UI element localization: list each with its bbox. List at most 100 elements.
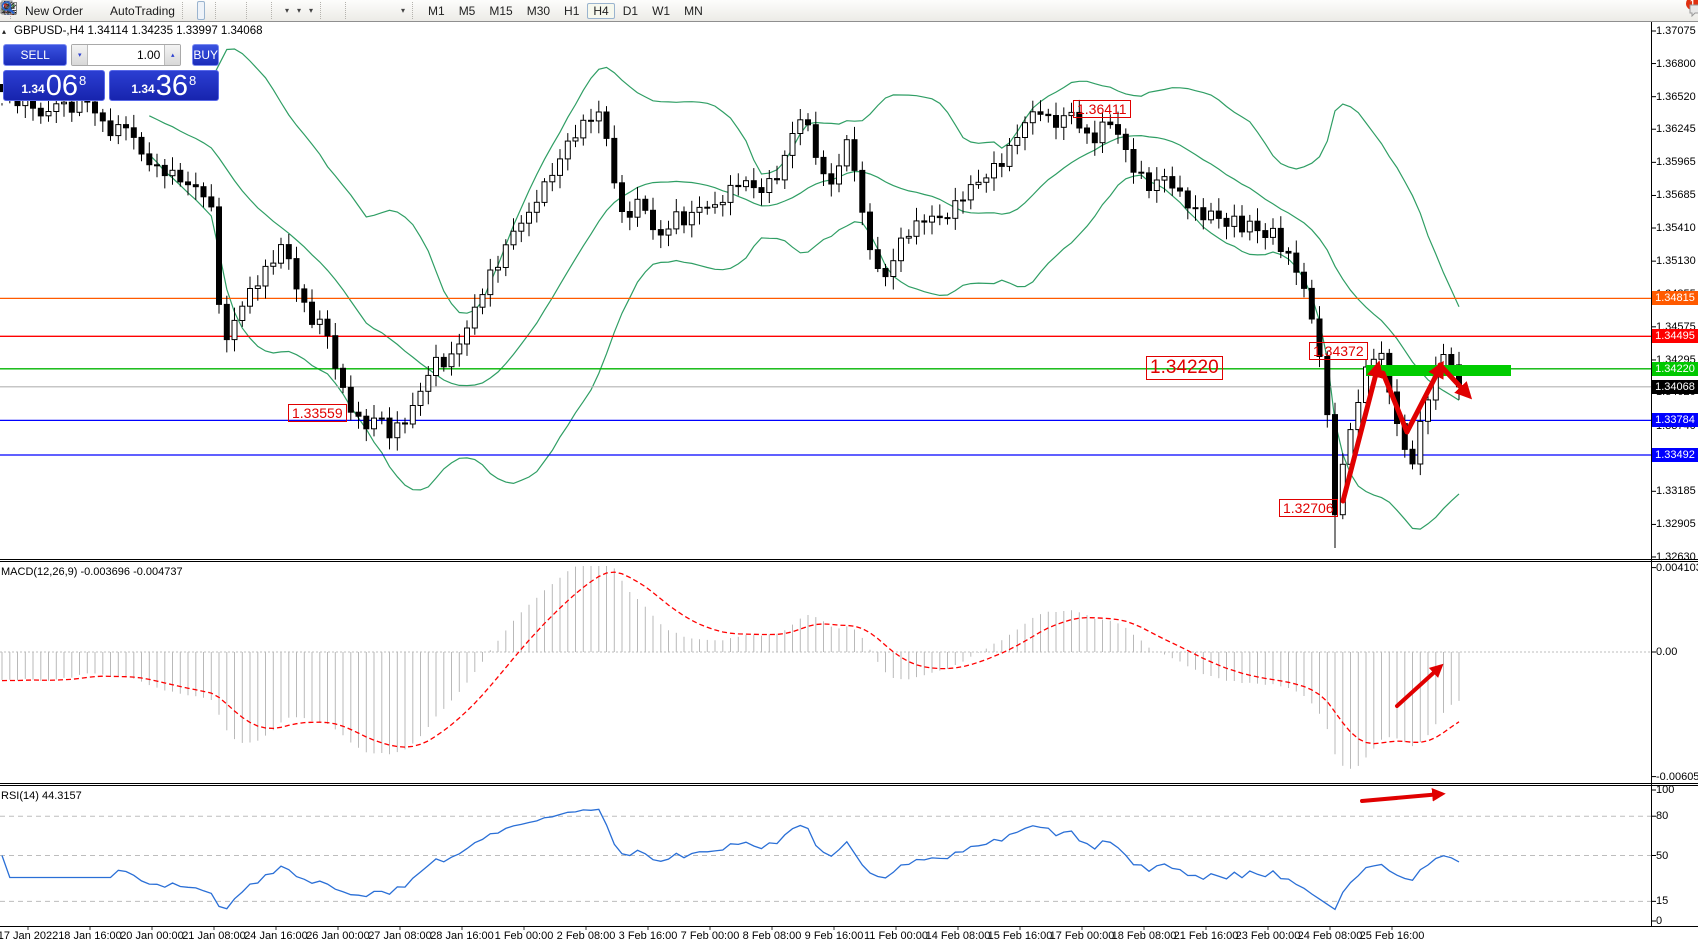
new-order-button-label: New Order [25,3,84,18]
price-axis-label: 1.37075 [1656,25,1696,37]
macd-scale-label: 0.004103 [1656,561,1698,574]
price-level-badge[interactable]: 1.34815 [1652,291,1698,306]
time-axis-label: 21 Feb 16:00 [1173,930,1239,942]
cut-icon [0,1,8,20]
line-chart-icon[interactable] [1,1,211,20]
time-axis-label: 27 Jan 08:00 [368,930,432,942]
rsi-scale-label: 0 [1656,915,1663,927]
timeframe-h4[interactable]: H4 [587,2,615,19]
dropdown-arrow-icon[interactable]: ▾ [284,6,289,15]
price-level-badge[interactable]: 1.34220 [1652,361,1698,376]
dropdown-arrow-icon[interactable]: ▾ [308,6,313,15]
time-axis-label: 14 Feb 08:00 [925,930,991,942]
rsi-scale-label: 100 [1656,784,1675,796]
time-axis-label: 15 Feb 16:00 [987,930,1053,942]
time-axis-label: 21 Jan 08:00 [182,930,246,942]
toolbar-separator [270,2,277,19]
toolbar-separator [245,2,252,19]
time-axis-label: 1 Feb 00:00 [494,930,554,942]
price-callout-label[interactable]: 1.34220 [1146,356,1223,380]
autotrading-button-label: AutoTrading [110,3,175,18]
time-axis-label: 28 Jan 16:00 [430,930,494,942]
toolbar-separator [320,2,326,19]
sell-price-main: 06 [45,70,78,102]
toolbar-separator [345,2,351,19]
sell-price-pip: 8 [78,73,87,88]
price-level-badge[interactable]: 1.34495 [1652,329,1698,344]
buy-price-panel[interactable]: 1.34 36 8 [108,70,219,102]
price-axis-label: 1.35685 [1656,189,1696,202]
timeframe-m15[interactable]: M15 [489,3,513,18]
price-axis-label: 1.36520 [1656,90,1696,103]
rsi-label: RSI(14) 44.3157 [1,790,82,802]
macd-label: MACD(12,26,9) -0.003696 -0.004737 [1,566,183,578]
toolbar-separator [214,2,221,19]
time-axis-label: 24 Feb 08:00 [1297,930,1363,942]
buy-button[interactable]: BUY [192,44,219,66]
time-axis-label: 2 Feb 08:00 [556,930,616,942]
toolbar-right: 1 [1,0,1698,20]
time-axis-label: 17 Jan 2022 [0,930,59,942]
tile-windows-icon[interactable] [2,1,242,20]
price-axis-label: 1.35130 [1656,255,1696,268]
time-axis-label: 7 Feb 00:00 [680,930,740,942]
timeframe-d1[interactable]: D1 [622,3,639,18]
crosshair-icon[interactable] [1,1,341,20]
timeframe-h1[interactable]: H1 [564,3,580,18]
price-axis-label: 1.35410 [1656,222,1696,235]
price-axis-label: 1.36800 [1656,57,1696,70]
rsi-scale-label: 15 [1656,895,1669,908]
price-callout-label[interactable]: 1.34372 [1309,342,1368,361]
price-axis-label: 1.35965 [1656,156,1696,169]
time-axis-label: 24 Jan 16:00 [244,930,308,942]
candlestick-chart-icon[interactable] [2,1,205,20]
timeframe-mn[interactable]: MN [684,3,703,18]
buy-price-main: 36 [155,70,188,102]
time-axis-label: 18 Feb 08:00 [1111,930,1177,942]
price-axis-label: 1.32905 [1656,518,1696,531]
price-level-badge[interactable]: 1.33784 [1652,413,1698,428]
dropdown-arrow-icon[interactable]: ▾ [296,6,301,15]
buy-price-pip: 8 [188,73,197,88]
timeframe-w1[interactable]: W1 [652,3,671,18]
chat-icon[interactable]: 1 [1686,0,1698,20]
toolbar-separator [10,2,16,19]
one-click-collapse-icon[interactable]: ▴ [2,27,7,36]
price-axis-label: 1.36245 [1656,123,1696,136]
price-callout-label[interactable]: 1.36411 [1073,100,1131,119]
timeframe-m30[interactable]: M30 [526,3,551,18]
price-level-badge[interactable]: 1.33492 [1652,447,1698,462]
timeframe-m1[interactable]: M1 [428,3,445,18]
macd-scale-label: 0.00 [1656,646,1678,658]
volume-down-button[interactable]: ▾ [72,45,89,65]
time-axis-label: 9 Feb 16:00 [804,930,864,942]
toolbar: New Order AutoTrading ▾ ▾ ▾ E F A T ▾ M1 M5 M15 M30 H1… [0,0,1698,22]
time-axis-label: 23 Feb 00:00 [1235,930,1301,942]
indicators-icon[interactable]: ▾ [1,0,292,20]
autotrading-button[interactable]: AutoTrading [1,1,178,20]
periods-icon[interactable]: ▾ [1,1,304,20]
price-callout-label[interactable]: 1.32706 [1279,499,1338,518]
timeframe-m5[interactable]: M5 [458,3,476,18]
time-axis-label: 20 Jan 00:00 [120,930,184,942]
time-axis-label: 8 Feb 08:00 [742,930,802,942]
templates-icon[interactable]: ▾ [1,1,316,20]
time-axis-label: 26 Jan 00:00 [306,930,370,942]
symbol-info: GBPUSD-,H4 1.34114 1.34235 1.33997 1.340… [14,25,263,37]
notification-badge[interactable]: 1 [1686,0,1698,10]
sell-button[interactable]: SELL [3,44,68,66]
toolbar-separator [181,2,188,19]
rsi-scale-label: 50 [1656,849,1669,862]
new-order-button[interactable]: New Order [1,0,86,20]
arrows-tool-icon[interactable]: ▾ [3,1,408,20]
dropdown-arrow-icon[interactable]: ▾ [401,6,406,15]
chart-shift-icon[interactable] [2,1,267,20]
volume-up-button[interactable]: ▴ [164,45,181,65]
macd-scale-label: -0.006056 [1656,770,1698,783]
price-callout-label[interactable]: 1.33559 [288,404,347,423]
volume-input[interactable] [88,45,165,65]
sell-price-panel[interactable]: 1.34 06 8 [3,70,105,101]
one-click-trading-widget: SELL ▾ ▴ BUY 1.34 06 8 1.34 36 8 [3,44,219,101]
